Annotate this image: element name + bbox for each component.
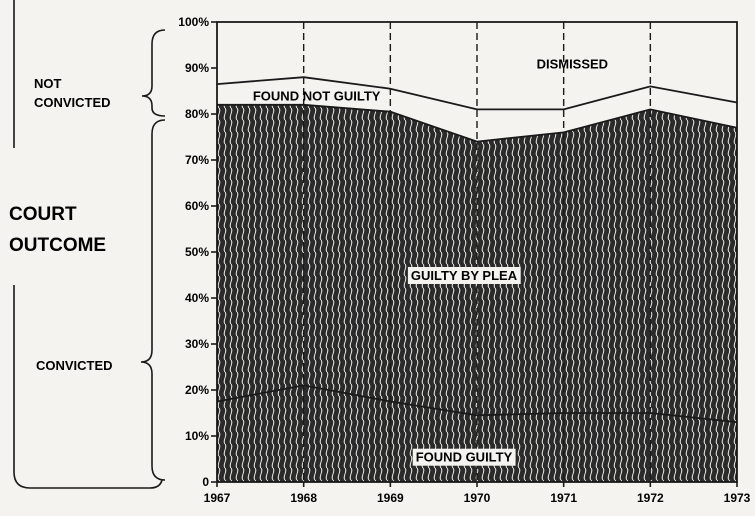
series-label-bg-found-guilty	[412, 448, 516, 466]
not-convicted-label-line2: CONVICTED	[34, 95, 111, 110]
convicted-label: CONVICTED	[36, 358, 113, 373]
y-axis: 0 10% 20% 30% 40% 50% 60% 70% 80% 90% 100%	[178, 15, 217, 489]
series-boundary-found-guilty	[216, 384, 738, 424]
series-boundary-guilty-by-plea	[217, 103, 738, 143]
convicted-brace	[140, 119, 166, 481]
series-label-guilty-by-plea: GUILTY BY PLEA	[411, 268, 518, 283]
x-tick-label: 1970	[464, 491, 491, 505]
side-annotations: NOT CONVICTED COURT OUTCOME CONVICTED	[9, 0, 166, 489]
not-convicted-label-line1: NOT	[34, 76, 62, 91]
series-boundary-found-not-guilty	[216, 76, 738, 111]
y-tick-label: 20%	[185, 383, 209, 397]
y-tick-label: 70%	[185, 153, 209, 167]
y-tick-label: 90%	[185, 61, 209, 75]
y-tick-label: 80%	[185, 107, 209, 121]
x-tick-label: 1973	[724, 491, 751, 505]
y-tick-label: 60%	[185, 199, 209, 213]
series-label-found-not-guilty: FOUND NOT GUILTY	[253, 89, 381, 104]
y-tick-label: 10%	[185, 429, 209, 443]
x-tick-label: 1972	[637, 491, 664, 505]
x-axis: 1967 1968 1969 1970 1971 1972 1973	[204, 482, 751, 505]
series-label-dismissed: DISMISSED	[537, 56, 609, 71]
not-convicted-brace	[141, 29, 166, 117]
outcome-label: OUTCOME	[9, 235, 106, 256]
series-label-bg-guilty-by-plea	[407, 267, 521, 284]
plot-area: FOUND GUILTY GUILTY BY PLEA FOUND NOT GUIL…	[216, 21, 738, 483]
series-label-found-guilty: FOUND GUILTY	[416, 450, 513, 465]
x-tick-label: 1968	[290, 491, 317, 505]
y-tick-label: 40%	[185, 291, 209, 305]
outer-bracket	[13, 0, 163, 489]
court-label: COURT	[9, 204, 77, 225]
series-dismissed-area	[217, 22, 737, 110]
y-tick-label: 0	[202, 475, 209, 489]
x-tick-label: 1967	[204, 491, 231, 505]
y-tick-label: 100%	[178, 15, 209, 29]
series-guilty-by-plea-area	[217, 104, 737, 423]
y-tick-label: 30%	[185, 337, 209, 351]
x-tick-label: 1969	[377, 491, 404, 505]
y-tick-label: 50%	[185, 245, 209, 259]
x-tick-label: 1971	[550, 491, 577, 505]
